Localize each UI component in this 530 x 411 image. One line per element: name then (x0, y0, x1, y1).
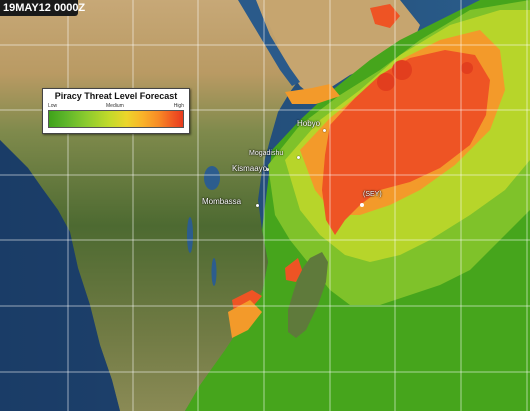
legend-high-label: High (173, 103, 184, 109)
threat-zone-southwest (228, 300, 262, 338)
madagascar (288, 252, 328, 338)
legend-scale-labels: Low Medium High (48, 103, 184, 109)
mombassa-marker (256, 204, 259, 207)
threat-zone-gulf (285, 84, 340, 104)
place-mogadishu: Mogadishu (249, 150, 284, 157)
threat-hotspot-2 (377, 73, 395, 91)
place-hobyo: Hobyo (297, 119, 321, 128)
lake-malawi (211, 258, 217, 286)
place-kismaayo: Kismaayo (232, 164, 268, 173)
forecast-timestamp: 19MAY12 0000Z (0, 0, 85, 16)
threat-hotspot-3 (461, 62, 473, 74)
lake-tanganyika (187, 217, 193, 253)
mogadishu-marker (297, 156, 300, 159)
threat-hotspot-1 (392, 60, 412, 80)
hobyo-marker (323, 129, 326, 132)
place-mombassa: Mombassa (202, 197, 242, 206)
red-sea (238, 0, 300, 86)
seychelles-marker (360, 203, 364, 207)
legend: Piracy Threat Level Forecast Low Medium … (42, 88, 190, 134)
legend-color-bar (48, 110, 184, 128)
threat-zone-high (322, 50, 490, 235)
lake-victoria (204, 166, 220, 190)
atlantic-shelf (0, 140, 120, 411)
legend-low-label: Low (48, 103, 58, 109)
place-seychelles: (SEY) (363, 191, 382, 198)
threat-zone-high-north (370, 4, 400, 28)
threat-zone-mozambique-channel (285, 258, 302, 282)
kismaayo-marker (266, 168, 269, 171)
legend-title: Piracy Threat Level Forecast (54, 91, 178, 101)
legend-medium-label: Medium (106, 103, 124, 109)
